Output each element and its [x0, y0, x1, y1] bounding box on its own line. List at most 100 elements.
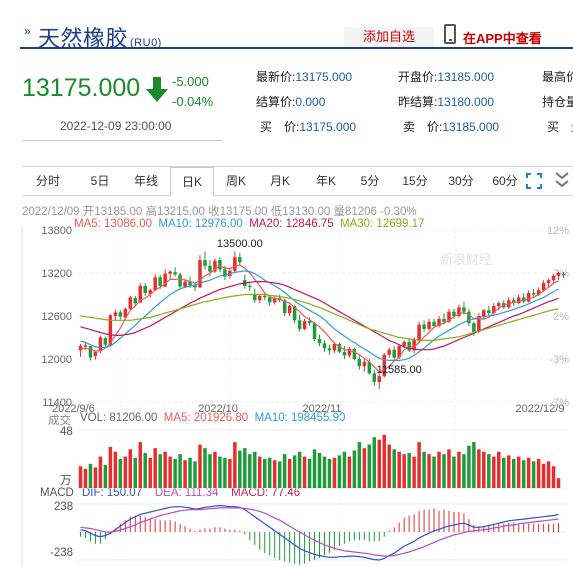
candle-body — [372, 373, 377, 382]
x-tick-label: 2022/9/6 — [52, 403, 95, 415]
tab-weekly-k[interactable]: 周K — [225, 174, 246, 188]
quote-divider — [22, 140, 222, 141]
tab-intraday[interactable]: 分时 — [35, 174, 60, 188]
volume-max-tick: 48 — [60, 426, 73, 438]
ohlc-high-label: 高 — [145, 206, 157, 218]
volume-bar — [287, 459, 292, 488]
candle-body — [158, 277, 162, 286]
ohlc-vol: 81206 — [344, 206, 377, 218]
price-change: -5.000 -0.04% — [172, 72, 213, 112]
price-tick-label: 12000 — [41, 354, 72, 366]
volume-bar — [168, 456, 172, 488]
volume-bar — [113, 451, 118, 488]
volume-bar — [178, 454, 182, 488]
header-divider — [20, 47, 573, 49]
volume-bar — [472, 442, 476, 488]
tab-30min[interactable]: 30分 — [448, 174, 474, 188]
volume-bar — [397, 451, 401, 488]
volume-bar — [322, 456, 327, 488]
candle-body — [546, 280, 551, 284]
candle-body — [322, 343, 327, 349]
volume-bar — [422, 451, 426, 488]
candle-body — [427, 321, 431, 329]
phone-icon[interactable] — [444, 24, 456, 44]
add-favorite-button[interactable]: 添加自选 — [344, 27, 434, 47]
volume-bar — [123, 456, 128, 488]
price-tick-label: 13800 — [41, 225, 72, 237]
stat-settle: 结算价:0.000 — [256, 93, 325, 110]
stat-open-interest: 持仓量 — [542, 93, 573, 110]
volume-bar — [228, 459, 232, 488]
stat-label: 卖 价: — [403, 120, 443, 134]
candle-body — [248, 285, 252, 287]
candle-body — [457, 307, 461, 316]
stat-bid-volume: 买 量 — [547, 118, 573, 135]
candle-body — [302, 321, 307, 329]
volume-bar — [243, 448, 247, 488]
volume-bar — [327, 459, 332, 488]
stat-value: 0.000 — [295, 95, 326, 109]
candle-body — [213, 260, 217, 272]
volume-bar — [267, 457, 272, 488]
candle-body — [487, 310, 491, 314]
candle-body — [188, 281, 192, 286]
candle-body — [208, 265, 212, 272]
legend-ma10: MA10: 12976.00 — [158, 218, 243, 230]
volume-bar — [262, 459, 267, 488]
tab-yearly-k[interactable]: 年K — [315, 174, 336, 188]
volume-bar — [362, 448, 367, 488]
candle-body — [521, 297, 526, 302]
tab-15min[interactable]: 15分 — [402, 174, 428, 188]
stat-open: 开盘价:13185.000 — [398, 68, 494, 85]
volume-bar — [253, 451, 257, 488]
volume-bar — [93, 467, 98, 488]
stat-bid: 买 价:13175.000 — [260, 118, 356, 135]
page-title: 天然橡胶 (RU0) — [38, 21, 162, 53]
volume-bar — [213, 451, 217, 488]
volume-bar — [188, 457, 192, 488]
candle-body — [412, 339, 416, 351]
volume-bar — [158, 454, 162, 488]
price-tick-label: 12600 — [41, 311, 72, 323]
tab-daily-k[interactable]: 日K — [170, 167, 214, 196]
fullscreen-icon[interactable] — [526, 173, 542, 189]
tab-year-line[interactable]: 年线 — [133, 174, 158, 188]
stat-label: 最高价 — [542, 70, 573, 84]
volume-bar — [302, 456, 307, 488]
volume-bar — [193, 461, 197, 488]
tab-5day[interactable]: 5日 — [90, 174, 110, 188]
ohlc-high: 13215.00 — [156, 206, 205, 218]
macd-label: MACD — [40, 487, 74, 499]
candle-body — [203, 260, 207, 266]
tab-5min[interactable]: 5分 — [360, 174, 380, 188]
page-header: » 天然橡胶 (RU0) 添加自选 在APP中查看 — [0, 0, 573, 52]
candle-body — [467, 311, 471, 324]
volume-bar — [402, 454, 406, 488]
stat-value: 13180.000 — [437, 95, 495, 109]
volume-bar — [183, 460, 187, 488]
candle-body — [472, 323, 476, 332]
legend-ma5: MA5: 13086.00 — [74, 218, 153, 230]
volume-bar — [258, 456, 262, 488]
candle-body — [262, 295, 267, 298]
volume-bar — [163, 451, 167, 488]
candle-body — [556, 273, 561, 276]
candle-body — [78, 346, 83, 351]
settings-icon[interactable] — [553, 170, 571, 190]
instrument-code: (RU0) — [130, 37, 162, 49]
candle-body — [332, 343, 337, 351]
volume-bar — [297, 451, 302, 488]
volume-bar — [233, 442, 237, 488]
volume-bar — [447, 449, 451, 488]
open-in-app-link[interactable]: 在APP中查看 — [463, 31, 542, 46]
candle-body — [317, 338, 322, 344]
ma-line-ma30 — [80, 293, 559, 341]
volume-bar — [352, 450, 357, 488]
volume-bar — [223, 457, 227, 488]
tab-60min[interactable]: 60分 — [492, 174, 518, 188]
candle-body — [148, 290, 152, 294]
tab-monthly-k[interactable]: 月K — [269, 174, 290, 188]
candle-body — [123, 308, 128, 318]
ma-legend: MA5: 13086.00 MA10: 12976.00 MA20: 12846… — [74, 218, 424, 230]
